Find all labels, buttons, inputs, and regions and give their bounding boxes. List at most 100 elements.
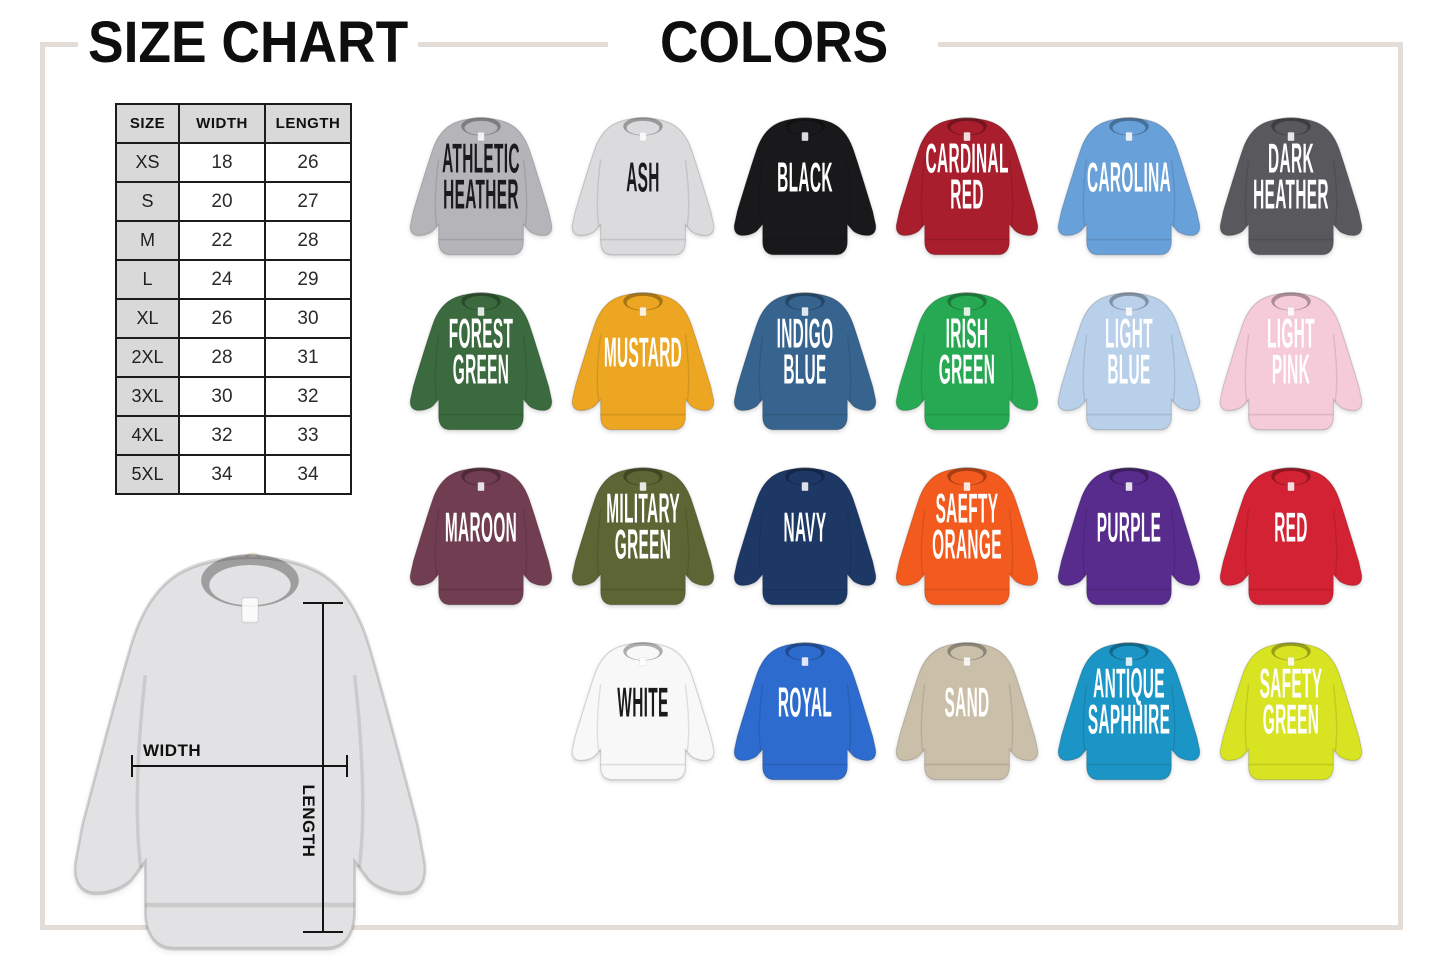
sweatshirt-graphic [571, 292, 715, 431]
colors-title: COLORS [660, 10, 889, 75]
size-table-row: 3XL 30 32 [115, 376, 352, 417]
sweatshirt-graphic [1057, 292, 1201, 431]
color-option-purple: PURPLE [1049, 453, 1209, 621]
size-cell: 5XL [115, 454, 180, 495]
length-value-cell: 31 [264, 337, 352, 378]
sweatshirt-graphic [895, 467, 1039, 606]
width-value-cell: 30 [178, 376, 266, 417]
color-option-safety-green: SAFETY GREEN [1211, 628, 1371, 796]
color-option-sand: SAND [887, 628, 1047, 796]
sweatshirt-graphic [409, 292, 553, 431]
color-option-navy: NAVY [725, 453, 885, 621]
width-value-cell: 18 [178, 142, 266, 183]
sweatshirt-graphic [895, 117, 1039, 256]
sweatshirt-graphic [733, 117, 877, 256]
length-value-cell: 33 [264, 415, 352, 456]
size-cell: 2XL [115, 337, 180, 378]
color-option-ash: ASH [563, 103, 723, 271]
length-value-cell: 28 [264, 220, 352, 261]
colors-grid: ATHLETIC HEATHER ASH BLACK CARDINAL RED CARO… [401, 103, 1381, 799]
sweatshirt-graphic [895, 642, 1039, 781]
sweatshirt-graphic [73, 554, 427, 951]
size-cell: M [115, 220, 180, 261]
width-value-cell: 20 [178, 181, 266, 222]
length-measure-tick-top [303, 602, 343, 604]
color-option-forest-green: FOREST GREEN [401, 278, 561, 446]
measurement-diagram: WIDTH LENGTH [60, 533, 442, 963]
sweatshirt-graphic [1219, 117, 1363, 256]
width-measure-label: WIDTH [143, 741, 202, 760]
color-option-light-blue: LIGHT BLUE [1049, 278, 1209, 446]
sweatshirt-graphic [1219, 642, 1363, 781]
length-value-cell: 34 [264, 454, 352, 495]
color-option-indigo-blue: INDIGO BLUE [725, 278, 885, 446]
sweatshirt-graphic [1057, 467, 1201, 606]
color-option-red: RED [1211, 453, 1371, 621]
width-value-cell: 32 [178, 415, 266, 456]
size-cell: 4XL [115, 415, 180, 456]
width-column-header: WIDTH [178, 103, 266, 144]
sweatshirt-graphic [1219, 292, 1363, 431]
color-option-saefty-orange: SAEFTY ORANGE [887, 453, 1047, 621]
color-option-mustard: MUSTARD [563, 278, 723, 446]
size-table-row: L 24 29 [115, 259, 352, 300]
color-option-royal: ROYAL [725, 628, 885, 796]
size-table-row: S 20 27 [115, 181, 352, 222]
frame-top-left-segment [40, 42, 78, 47]
sweatshirt-graphic [733, 467, 877, 606]
color-option-cardinal-red: CARDINAL RED [887, 103, 1047, 271]
width-measure-tick-left [131, 755, 133, 777]
length-value-cell: 26 [264, 142, 352, 183]
color-option-white: WHITE [563, 628, 723, 796]
size-cell: L [115, 259, 180, 300]
size-table-row: XS 18 26 [115, 142, 352, 183]
length-measure-label: LENGTH [299, 784, 318, 858]
size-table-header-row: SIZE WIDTH LENGTH [115, 103, 352, 144]
color-option-light-pink: LIGHT PINK [1211, 278, 1371, 446]
size-chart-table: SIZE WIDTH LENGTH XS 18 26 S 20 27 M 22 28 L 24 29 X… [115, 103, 352, 495]
frame-bottom-edge [40, 925, 1403, 930]
sweatshirt-graphic [895, 292, 1039, 431]
sweatshirt-graphic [571, 642, 715, 781]
sweatshirt-graphic [409, 467, 553, 606]
length-value-cell: 32 [264, 376, 352, 417]
diagram-sweatshirt [64, 551, 436, 961]
color-option-dark-heather: DARK HEATHER [1211, 103, 1371, 271]
color-option-maroon: MAROON [401, 453, 561, 621]
length-column-header: LENGTH [264, 103, 352, 144]
size-column-header: SIZE [115, 103, 180, 144]
size-table-row: 4XL 32 33 [115, 415, 352, 456]
sweatshirt-graphic [733, 292, 877, 431]
width-measure-line [132, 765, 348, 767]
size-cell: 3XL [115, 376, 180, 417]
size-cell: XS [115, 142, 180, 183]
size-table-row: 5XL 34 34 [115, 454, 352, 495]
length-value-cell: 29 [264, 259, 352, 300]
color-option-athletic-heather: ATHLETIC HEATHER [401, 103, 561, 271]
sweatshirt-graphic [571, 117, 715, 256]
length-value-cell: 30 [264, 298, 352, 339]
color-option-carolina: CAROLINA [1049, 103, 1209, 271]
size-table-row: XL 26 30 [115, 298, 352, 339]
width-value-cell: 26 [178, 298, 266, 339]
length-value-cell: 27 [264, 181, 352, 222]
frame-right-edge [1398, 42, 1403, 930]
sweatshirt-graphic [409, 117, 553, 256]
size-table-header: SIZE WIDTH LENGTH [115, 103, 352, 144]
sweatshirt-graphic [571, 467, 715, 606]
color-option-antique-saphhire: ANTIQUE SAPHHIRE [1049, 628, 1209, 796]
color-option-black: BLACK [725, 103, 885, 271]
color-option-military-green: MILITARY GREEN [563, 453, 723, 621]
width-value-cell: 28 [178, 337, 266, 378]
width-value-cell: 22 [178, 220, 266, 261]
length-measure-line [322, 603, 324, 933]
sweatshirt-graphic [1057, 642, 1201, 781]
frame-top-middle-segment [418, 42, 608, 47]
size-table-row: M 22 28 [115, 220, 352, 261]
size-cell: S [115, 181, 180, 222]
size-table-body: XS 18 26 S 20 27 M 22 28 L 24 29 XL 26 30 2XL 28 31 3XL 30 3… [115, 142, 352, 495]
size-chart-title: SIZE CHART [88, 10, 409, 75]
frame-top-right-segment [938, 42, 1403, 47]
frame-left-edge [40, 42, 45, 930]
